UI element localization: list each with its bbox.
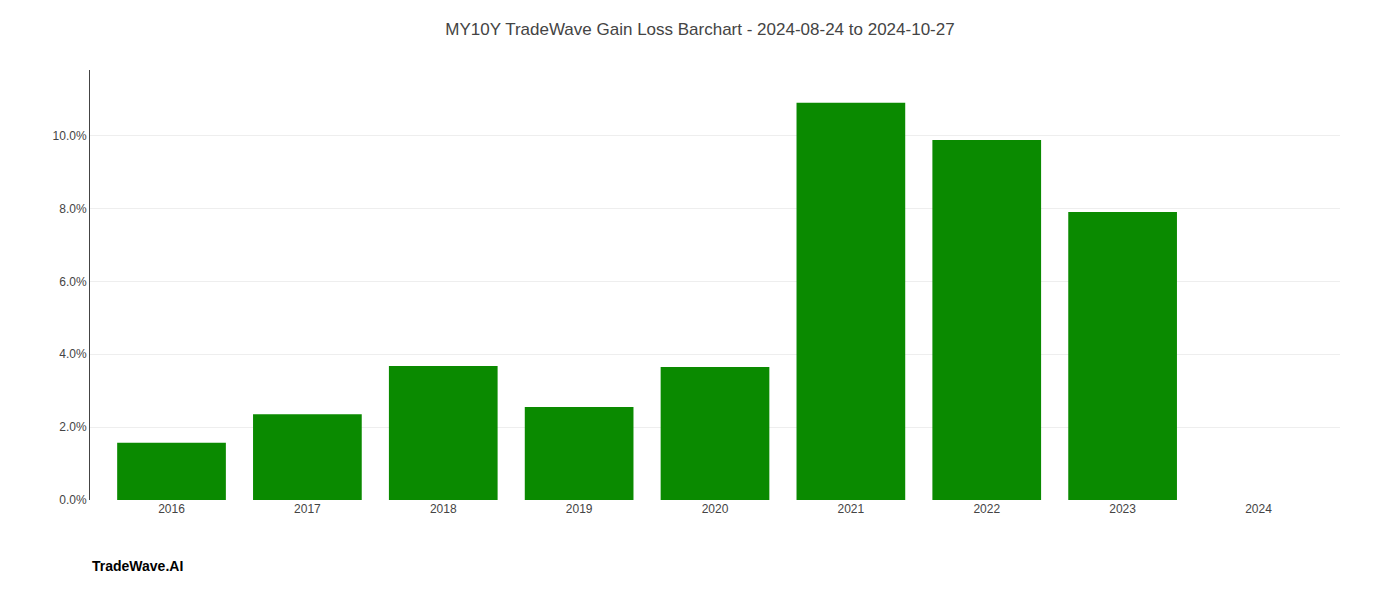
svg-text:8.0%: 8.0% [59, 202, 87, 216]
svg-text:2016: 2016 [158, 502, 185, 516]
svg-text:10.0%: 10.0% [53, 129, 87, 143]
svg-text:2024: 2024 [1245, 502, 1272, 516]
svg-text:2021: 2021 [838, 502, 865, 516]
svg-text:6.0%: 6.0% [59, 275, 87, 289]
svg-text:2023: 2023 [1109, 502, 1136, 516]
svg-text:TradeWave.AI: TradeWave.AI [92, 558, 183, 574]
svg-text:2017: 2017 [294, 502, 321, 516]
svg-text:4.0%: 4.0% [59, 347, 87, 361]
svg-text:2.0%: 2.0% [59, 420, 87, 434]
svg-text:2020: 2020 [702, 502, 729, 516]
svg-text:MY10Y TradeWave Gain Loss Barc: MY10Y TradeWave Gain Loss Barchart - 202… [445, 20, 954, 39]
svg-text:2018: 2018 [430, 502, 457, 516]
svg-text:2019: 2019 [566, 502, 593, 516]
svg-text:0.0%: 0.0% [59, 493, 87, 507]
svg-text:2022: 2022 [973, 502, 1000, 516]
